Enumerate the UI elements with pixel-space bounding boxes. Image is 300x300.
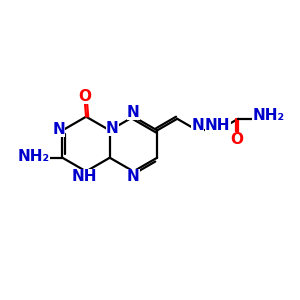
Text: NH: NH <box>205 118 231 133</box>
Text: N: N <box>127 105 140 120</box>
Text: NH: NH <box>72 169 98 184</box>
Text: N: N <box>106 121 118 136</box>
Text: N: N <box>127 169 140 184</box>
Text: N: N <box>191 118 204 133</box>
Text: O: O <box>230 131 243 146</box>
Text: N: N <box>52 122 65 137</box>
Text: NH₂: NH₂ <box>17 149 50 164</box>
Text: NH₂: NH₂ <box>252 108 285 123</box>
Text: O: O <box>78 89 91 104</box>
